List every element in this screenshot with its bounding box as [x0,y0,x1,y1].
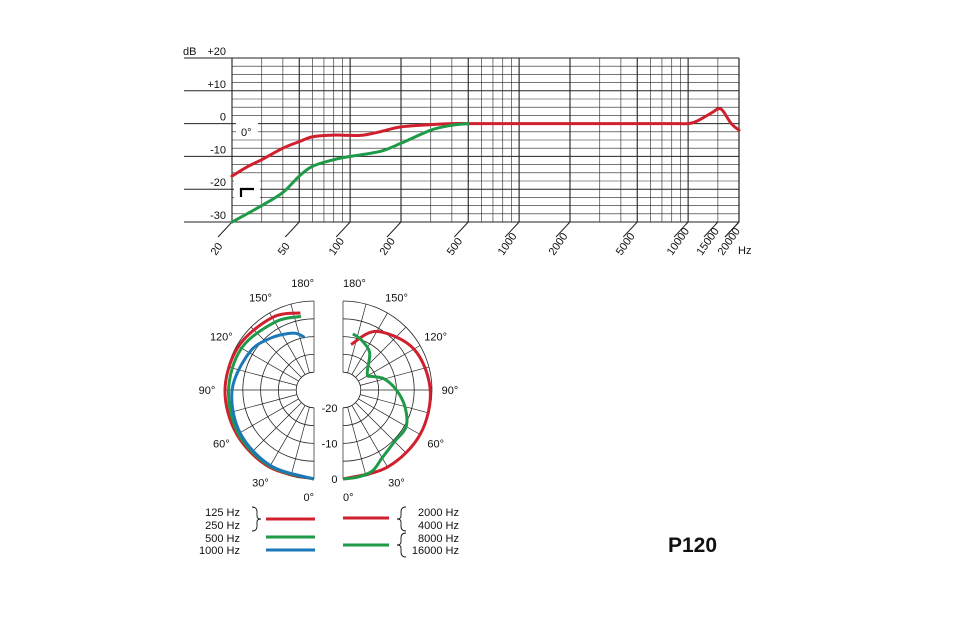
polar-angle-label-left: 120° [210,332,233,344]
polar-spoke [290,407,310,477]
x-tick-mark [335,221,351,238]
x-tick-mark [504,221,520,238]
x-tick-mark [217,221,233,238]
polar-ring [295,371,315,409]
legend-label-right: 4000 Hz [418,520,459,532]
x-tick-mark [386,221,402,238]
y-tick-label: -20 [210,177,226,189]
polar-angle-label-right: 90° [442,385,459,397]
x-tick-mark [453,221,469,238]
polar-spoke [355,326,407,378]
polar-spoke [250,326,302,378]
x-tick-mark [673,221,689,238]
polar-radial-label: 0 [331,474,337,486]
polar-angle-label-left: 60° [213,439,230,451]
polar-divider [315,289,342,491]
legend-label-right: 16000 Hz [412,545,459,557]
polar-angle-label-right: 120° [424,332,447,344]
model-name: P120 [668,534,718,557]
polar-angle-label-right: 180° [343,278,366,290]
polar-angle-label-right: 60° [427,439,444,451]
legend-label-right: 8000 Hz [418,533,459,545]
legend-brace-right [396,532,407,558]
polar-series-right-green [342,332,409,481]
polar-spoke [250,402,302,454]
angle-annotation-bg [236,121,258,139]
polar-radial-label: -10 [322,438,338,450]
polar-radial-label: -20 [322,403,338,415]
polar-spoke [227,394,297,414]
y-tick-label: 0 [220,112,226,124]
legend-label-right: 2000 Hz [418,507,459,519]
polar-spoke [351,312,388,375]
x-tick-mark [284,221,300,238]
x-tick-label: 50 [276,241,293,258]
polar-angle-label-left: 90° [199,385,216,397]
polar-spoke [355,402,407,454]
legend-label-left: 500 Hz [205,533,240,545]
y-tick-label: +10 [207,79,226,91]
x-tick-mark [622,221,638,238]
legend-label-left: 125 Hz [205,507,240,519]
polar-series-left-blue [230,331,315,481]
y-tick-label: -30 [210,210,226,222]
x-tick-label: 20 [209,241,226,258]
polar-spoke [347,407,367,477]
polar-angle-label-left: 180° [291,278,314,290]
polar-spoke [360,366,430,386]
legend-label-left: 1000 Hz [199,545,240,557]
polar-spoke [360,394,430,414]
angle-annotation: 0° [241,127,252,139]
polar-spoke [236,398,299,435]
x-tick-mark [555,221,571,238]
polar-ring [342,371,362,409]
polar-spoke [290,303,310,373]
legend-label-left: 250 Hz [205,520,240,532]
x-unit-label: Hz [738,245,751,257]
polar-spoke [236,345,299,382]
x-tick-mark [724,221,740,238]
legend-brace-right [396,506,407,532]
polar-angle-label-right: 0° [343,492,354,504]
polar-angle-label-left: 150° [249,292,272,304]
polar-spoke [358,398,421,435]
y-tick-label: -10 [210,144,226,156]
legend-brace-left [251,506,262,532]
low-cut-filter-icon [239,187,254,197]
polar-angle-label-right: 30° [388,478,405,490]
polar-spoke [347,303,367,373]
x-tick-mark [703,221,719,238]
polar-series-right-red [342,329,432,481]
frequency-series-green [230,122,470,224]
polar-angle-label-left: 30° [252,478,269,490]
y-unit-label: dB [183,46,196,58]
polar-angle-label-left: 0° [303,492,314,504]
y-tick-label: +20 [207,46,226,58]
polar-angle-label-right: 150° [385,292,408,304]
polar-spoke [269,405,306,468]
